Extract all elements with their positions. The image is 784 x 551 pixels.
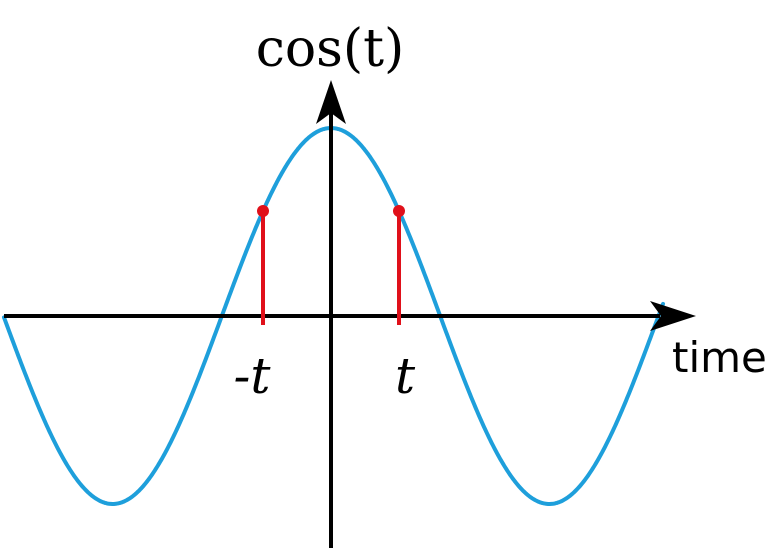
cosine-curve bbox=[2, 126, 665, 506]
cos-axis-label: cos(t) bbox=[256, 19, 405, 79]
marker-dot-t bbox=[393, 205, 405, 218]
cos-axis-arrowhead bbox=[316, 80, 346, 124]
marker-dot-minus-t bbox=[257, 205, 269, 218]
time-axis-label: time bbox=[672, 333, 767, 382]
time-axis-arrowhead bbox=[650, 301, 696, 331]
marker-label-t: t bbox=[395, 347, 416, 405]
marker-label-minus-t: -t bbox=[234, 347, 272, 405]
